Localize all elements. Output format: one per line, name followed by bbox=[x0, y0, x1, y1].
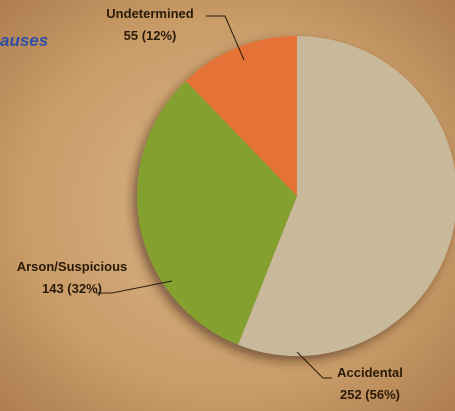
slice-value-label: 55 (12%) bbox=[124, 28, 177, 43]
slice-label: Accidental bbox=[337, 365, 403, 380]
slice-label: Arson/Suspicious bbox=[17, 259, 128, 274]
leader-line bbox=[96, 280, 173, 294]
pie-slice bbox=[137, 80, 297, 345]
leader-line bbox=[296, 351, 332, 379]
pie-slice bbox=[185, 36, 297, 196]
slice-label: Undetermined bbox=[106, 6, 193, 21]
slice-value-label: 143 (32%) bbox=[42, 281, 102, 296]
pie-slice bbox=[238, 36, 455, 356]
chart-title: auses bbox=[0, 31, 48, 50]
slice-value-label: 252 (56%) bbox=[340, 387, 400, 402]
leader-line bbox=[206, 15, 245, 61]
pie bbox=[137, 36, 455, 356]
